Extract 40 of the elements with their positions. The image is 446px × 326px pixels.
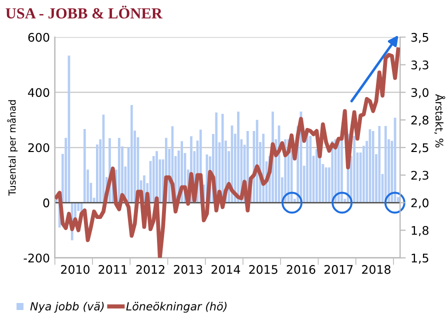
y2-tick-label: 2,5 [411,143,428,154]
y-tick-label: -200 [24,254,50,263]
bar [315,149,318,203]
x-tick-label: 2018 [362,265,390,274]
y2-tick-label: 2,3 [411,170,428,181]
y2-tick-label: 1,8 [412,226,428,236]
y-tick-label: 600 [28,32,50,42]
bar [256,120,258,203]
legend-label: Löneökningar (hö) [126,302,227,313]
x-tick-label: 2012 [136,265,164,274]
bar [372,130,374,203]
x-tick-label: 2016 [286,265,316,274]
bar [118,138,120,203]
x-tick-label: 2013 [174,265,202,274]
bar [378,126,381,203]
x-tick-label: 2014 [212,265,240,274]
bar [237,112,240,203]
bar [309,136,312,203]
y-tick-label: 200 [28,143,50,152]
x-tick-label: 2015 [249,265,278,274]
y2-axis-title: Årstakt, % [434,94,446,148]
chart-title: USA - JOBB & LÖNER [6,6,163,18]
bar [384,126,387,203]
y2-tick-label: 3,5 [411,32,428,44]
x-tick-label: 2010 [61,265,90,274]
x-tick-label: 2017 [324,265,353,274]
x-tick-label: 2011 [98,265,127,274]
legend-label: Nya jobb (vä) [30,302,104,313]
bar [353,136,356,203]
y2-tick-label: 2,8 [411,116,428,126]
bar [83,129,86,203]
y-tick-label: 400 [28,88,50,97]
y2-tick-label: 3,3 [411,60,428,71]
bar [130,105,133,203]
y-tick-label: 0 [43,198,50,208]
y2-tick-label: 3,0 [411,88,428,98]
y2-tick-label: 2,0 [411,198,428,209]
y2-tick-label: 1,5 [412,254,428,264]
y-axis-title: Tusental per månad [7,100,18,196]
bar [306,130,308,203]
